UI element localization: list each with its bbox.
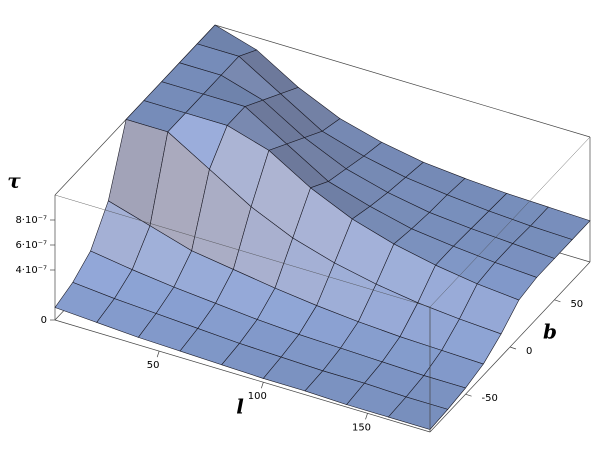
x-tick-label: 150 (352, 422, 371, 433)
z-tick-label: 6·10⁻⁷ (15, 240, 47, 251)
z-tick-label: 8·10⁻⁷ (15, 215, 47, 226)
z-axis-label: τ (7, 169, 21, 193)
z-tick-label: 4·10⁻⁷ (15, 265, 47, 276)
box-edge (54, 194, 431, 308)
box-edge (429, 136, 591, 308)
y-tick (509, 346, 517, 350)
z-tick-label: 0 (41, 315, 47, 326)
x-axis-label: l (236, 395, 244, 419)
x-tick (365, 413, 368, 420)
y-tick (465, 393, 472, 397)
y-tick-label: 0 (526, 346, 532, 357)
box-edge (214, 24, 591, 138)
x-tick-label: 100 (248, 391, 267, 402)
surface-patch (387, 396, 449, 430)
y-tick (554, 299, 561, 303)
x-tick (156, 351, 160, 358)
x-tick-label: 50 (147, 360, 160, 371)
y-tick-label: -50 (482, 393, 498, 404)
x-tick (261, 382, 264, 389)
y-axis-label: b (543, 320, 557, 344)
y-tick-label: 50 (570, 299, 583, 310)
